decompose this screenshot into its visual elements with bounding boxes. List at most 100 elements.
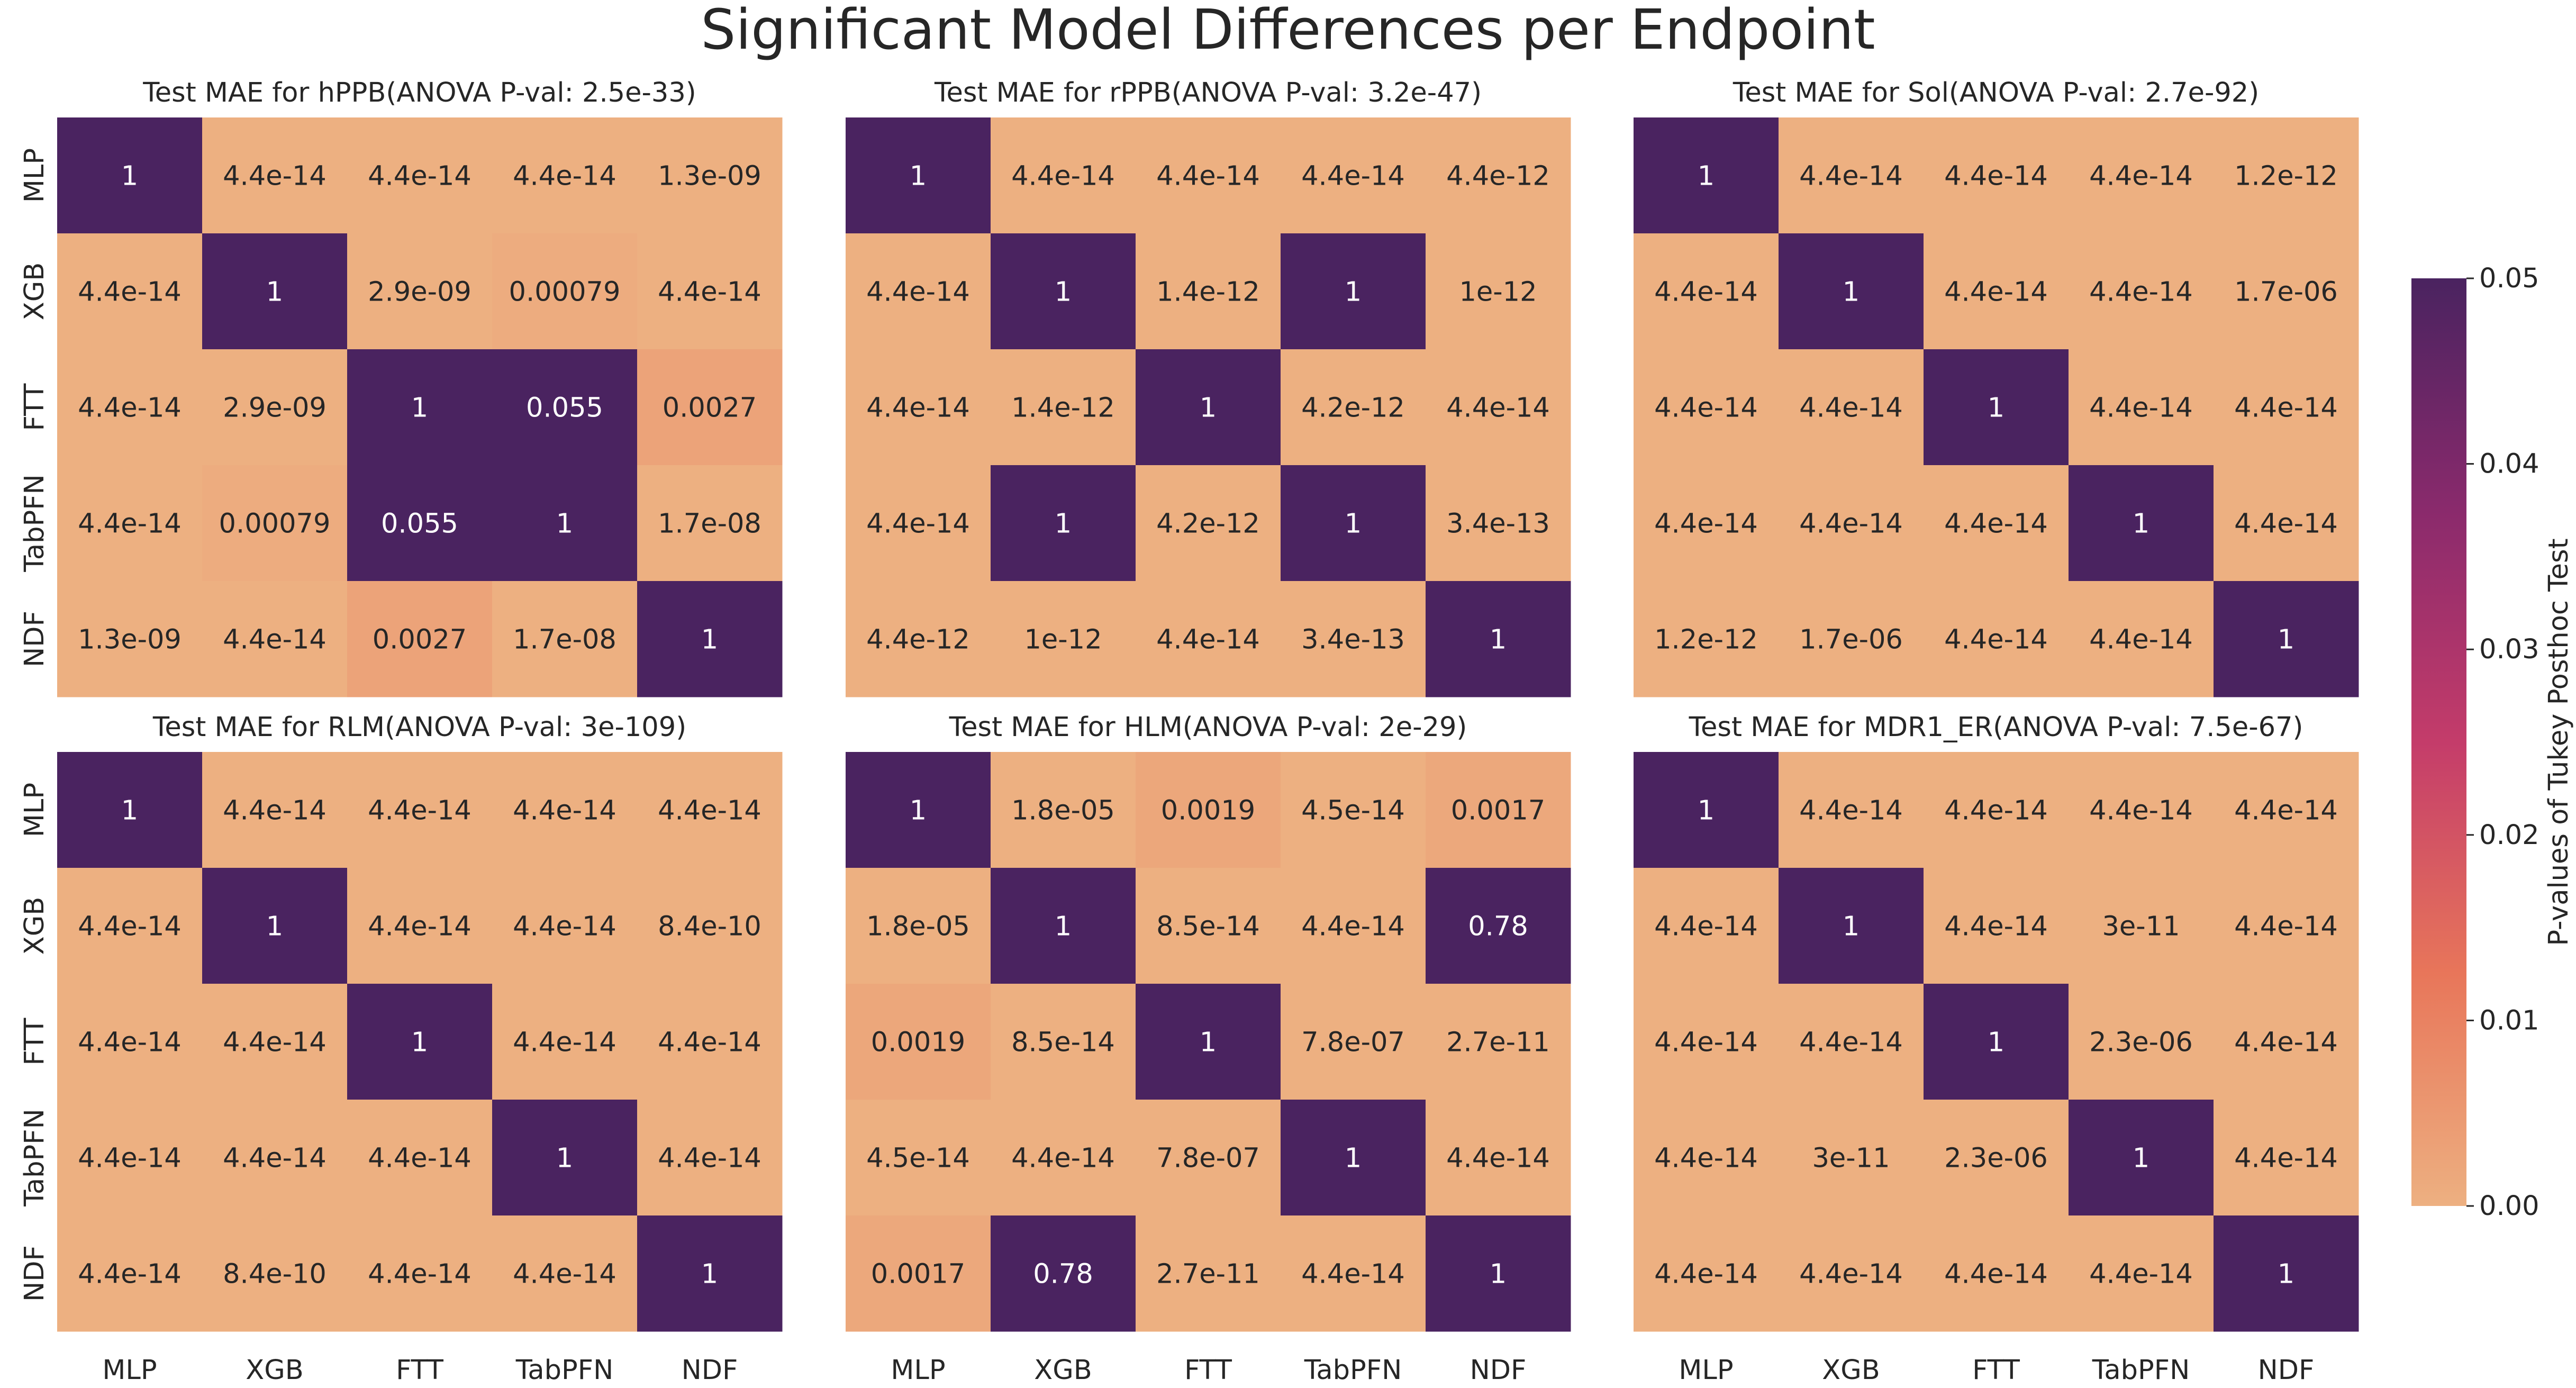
x-tick-label: XGB (1034, 1355, 1092, 1385)
heatmap-cell (846, 117, 991, 234)
cell-annotation: 1 (1843, 277, 1860, 308)
cell-annotation: 4.4e-14 (2234, 911, 2338, 942)
cell-annotation: 0.0019 (871, 1027, 965, 1058)
cell-annotation: 1.7e-06 (2234, 277, 2338, 308)
cell-annotation: 1 (121, 161, 138, 192)
heatmap-cell (492, 1100, 638, 1216)
cell-annotation: 4.4e-14 (368, 1259, 471, 1290)
heatmap-cell (57, 984, 203, 1100)
cell-annotation: 4.4e-14 (1654, 911, 1758, 942)
heatmap-cell (2069, 117, 2214, 234)
heatmap-cell (637, 465, 783, 582)
cell-annotation: 8.4e-10 (658, 911, 761, 942)
heatmap-cell (2069, 752, 2214, 868)
cell-annotation: 1.3e-09 (78, 624, 182, 656)
heatmap-cell (991, 117, 1136, 234)
cell-annotation: 0.055 (381, 509, 458, 540)
heatmap-cell (1426, 465, 1571, 582)
cell-annotation: 4.4e-14 (658, 795, 761, 827)
cell-annotation: 1 (1698, 795, 1715, 827)
heatmap-cell (1426, 868, 1571, 984)
cell-annotation: 1.2e-12 (2234, 161, 2338, 192)
cell-annotation: 4.4e-14 (1654, 277, 1758, 308)
colorbar-tick-label: 0.05 (2479, 263, 2539, 294)
cell-annotation: 4.4e-14 (78, 1259, 182, 1290)
cell-annotation: 4.4e-14 (1799, 1259, 1903, 1290)
heatmap-cell (347, 984, 493, 1100)
heatmap-cell (2069, 1100, 2214, 1216)
cell-annotation: 4.4e-14 (223, 1027, 326, 1058)
cell-annotation: 1 (266, 277, 283, 308)
heatmap-cell (2069, 984, 2214, 1100)
heatmap-cell (1924, 984, 2069, 1100)
heatmap-cell (1136, 581, 1281, 697)
cell-annotation: 1 (121, 795, 138, 827)
colorbar-tick-label: 0.04 (2479, 449, 2539, 480)
cell-annotation: 1 (2133, 509, 2149, 540)
y-tick-label: TabPFN (19, 474, 50, 573)
heatmap-cell (1136, 117, 1281, 234)
y-tick-label: NDF (19, 611, 50, 667)
heatmap-cell (991, 581, 1136, 697)
cell-annotation: 4.4e-14 (78, 509, 182, 540)
heatmap-cell (2214, 233, 2359, 350)
heatmap-panel-6: Test MAE for MDR1_ER(ANOVA P-val: 7.5e-6… (1634, 712, 2359, 1386)
heatmap-cell (1426, 349, 1571, 466)
x-tick-label: TabPFN (515, 1355, 614, 1385)
cell-annotation: 4.4e-14 (78, 393, 182, 424)
cell-annotation: 4.4e-14 (1446, 1143, 1550, 1174)
heatmap-cell (1779, 117, 1924, 234)
heatmap-cell (1924, 117, 2069, 234)
heatmap-cell (492, 465, 638, 582)
heatmap-cell (2069, 465, 2214, 582)
cell-annotation: 1 (910, 795, 927, 827)
cell-annotation: 1.8e-05 (1011, 795, 1115, 827)
colorbar-tick-label: 0.01 (2479, 1005, 2539, 1036)
heatmap-cell (1779, 752, 1924, 868)
heatmap-cell (637, 1215, 783, 1332)
heatmap-cell (1426, 117, 1571, 234)
panel-title: Test MAE for hPPB(ANOVA P-val: 2.5e-33) (142, 77, 696, 108)
heatmap-cell (202, 465, 348, 582)
heatmap-cell (846, 1215, 991, 1332)
heatmap-panel-4: Test MAE for RLM(ANOVA P-val: 3e-109) 1 4.… (19, 712, 783, 1386)
heatmap-cell (1779, 349, 1924, 466)
heatmap-cell (1634, 117, 1779, 234)
cell-annotation: 4.4e-14 (1654, 1259, 1758, 1290)
cell-annotation: 4.4e-14 (513, 1259, 616, 1290)
heatmap-cell (1634, 1215, 1779, 1332)
cell-annotation: 4.4e-14 (1011, 1143, 1115, 1174)
heatmap-cell (1779, 465, 1924, 582)
cell-annotation: 4.4e-14 (1799, 795, 1903, 827)
heatmap-cell (1924, 1215, 2069, 1332)
heatmap-cell (1634, 984, 1779, 1100)
heatmap-cell (1281, 868, 1426, 984)
heatmap-cell (347, 465, 493, 582)
heatmap-cell (637, 1100, 783, 1216)
heatmap-cell (1281, 465, 1426, 582)
heatmap-cell (1924, 465, 2069, 582)
heatmap-cell (347, 581, 493, 697)
cell-annotation: 4.4e-14 (658, 1027, 761, 1058)
heatmap-cell (1136, 752, 1281, 868)
cell-annotation: 1.7e-08 (513, 624, 616, 656)
x-tick-label: MLP (102, 1355, 157, 1385)
heatmap-cell (846, 984, 991, 1100)
heatmap-cell (492, 1215, 638, 1332)
heatmap-cell (1136, 465, 1281, 582)
heatmap-cell (492, 581, 638, 697)
heatmap-cell (1634, 465, 1779, 582)
heatmap-cell (1779, 1215, 1924, 1332)
cell-annotation: 1 (910, 161, 927, 192)
cell-annotation: 4.4e-14 (368, 795, 471, 827)
cell-annotation: 4.4e-14 (1944, 624, 2048, 656)
cell-annotation: 4.4e-14 (1156, 161, 1260, 192)
heatmap-cell (2069, 349, 2214, 466)
cell-annotation: 4.4e-14 (2089, 1259, 2193, 1290)
heatmap-cell (1634, 1100, 1779, 1216)
heatmap-cell (1634, 233, 1779, 350)
heatmap-cell (637, 984, 783, 1100)
heatmap-cell (1426, 984, 1571, 1100)
x-tick-label: FTT (396, 1355, 444, 1385)
cell-annotation: 3.4e-13 (1446, 509, 1550, 540)
